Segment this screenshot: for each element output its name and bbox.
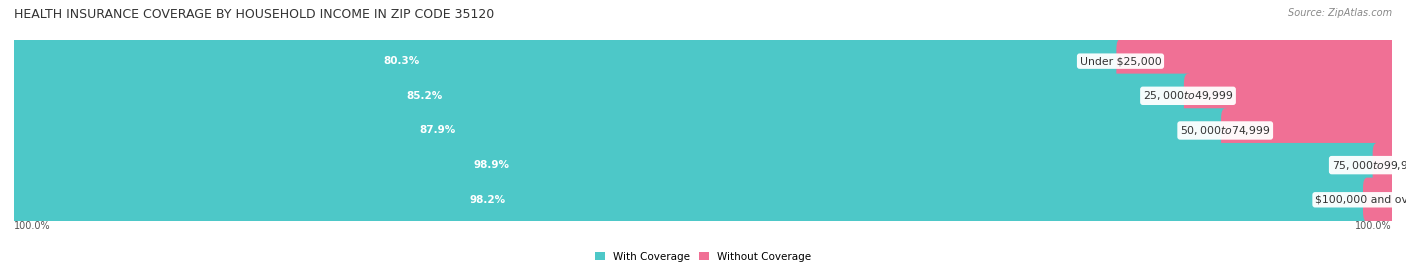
Text: $100,000 and over: $100,000 and over <box>1315 195 1406 205</box>
Text: 100.0%: 100.0% <box>14 221 51 231</box>
Legend: With Coverage, Without Coverage: With Coverage, Without Coverage <box>591 247 815 266</box>
FancyBboxPatch shape <box>14 147 1392 183</box>
Text: 80.3%: 80.3% <box>384 56 419 66</box>
FancyBboxPatch shape <box>14 182 1392 217</box>
FancyBboxPatch shape <box>10 178 1371 222</box>
FancyBboxPatch shape <box>10 39 1125 83</box>
FancyBboxPatch shape <box>1220 108 1396 153</box>
Text: 85.2%: 85.2% <box>406 91 443 101</box>
Text: Source: ZipAtlas.com: Source: ZipAtlas.com <box>1288 8 1392 18</box>
Text: 87.9%: 87.9% <box>420 125 456 136</box>
FancyBboxPatch shape <box>14 113 1392 148</box>
Text: $75,000 to $99,999: $75,000 to $99,999 <box>1331 159 1406 172</box>
FancyBboxPatch shape <box>1184 74 1396 118</box>
Text: $50,000 to $74,999: $50,000 to $74,999 <box>1180 124 1271 137</box>
FancyBboxPatch shape <box>10 143 1381 187</box>
FancyBboxPatch shape <box>10 74 1192 118</box>
Text: 100.0%: 100.0% <box>1355 221 1392 231</box>
Text: HEALTH INSURANCE COVERAGE BY HOUSEHOLD INCOME IN ZIP CODE 35120: HEALTH INSURANCE COVERAGE BY HOUSEHOLD I… <box>14 8 495 21</box>
FancyBboxPatch shape <box>10 108 1229 153</box>
FancyBboxPatch shape <box>1372 143 1396 187</box>
Text: 98.2%: 98.2% <box>470 195 506 205</box>
FancyBboxPatch shape <box>1116 39 1396 83</box>
Text: $25,000 to $49,999: $25,000 to $49,999 <box>1143 89 1233 102</box>
FancyBboxPatch shape <box>14 44 1392 79</box>
Text: Under $25,000: Under $25,000 <box>1080 56 1161 66</box>
Text: 98.9%: 98.9% <box>472 160 509 170</box>
FancyBboxPatch shape <box>14 78 1392 114</box>
FancyBboxPatch shape <box>1362 178 1396 222</box>
